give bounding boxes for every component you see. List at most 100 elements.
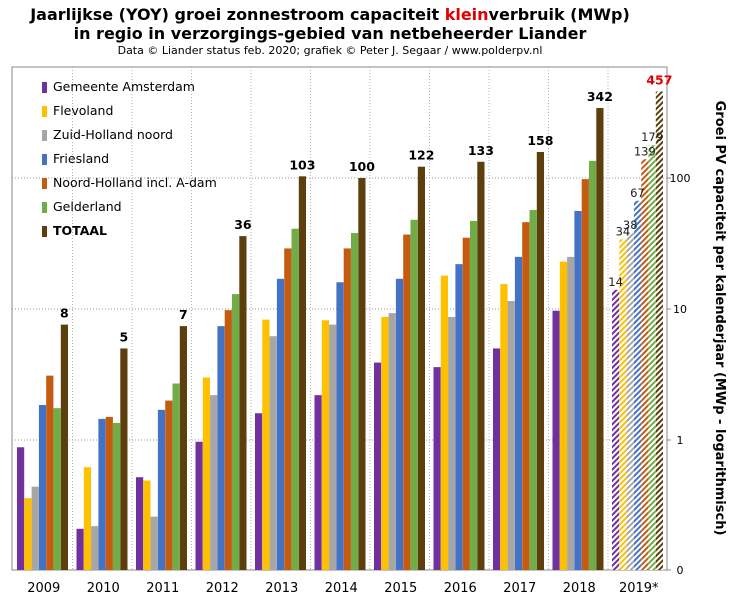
bar-zuid-holland-noord-2018 <box>567 256 575 570</box>
bar-totaal-2017 <box>536 151 544 570</box>
total-label: 7 <box>179 307 188 322</box>
title-segment: klein <box>445 5 489 24</box>
bar-friesland-2011 <box>157 409 166 570</box>
x-tick-label: 2009 <box>27 581 60 596</box>
bar-friesland-2009 <box>38 405 47 570</box>
total-label: 5 <box>120 329 129 344</box>
y-tick-label: 10 <box>673 303 687 316</box>
bar-flevoland-2011 <box>143 480 151 570</box>
legend-label: Noord-Holland incl. A-dam <box>53 175 217 190</box>
legend-swatch <box>42 178 47 189</box>
x-tick-label: 2011 <box>146 581 179 596</box>
estimate-label: 14 <box>608 275 623 289</box>
bar-gemeente-amsterdam-2017 <box>493 348 501 570</box>
bar-noord-holland-incl-a-dam-2009 <box>46 375 54 570</box>
bar-gemeente-amsterdam-2009 <box>17 447 25 570</box>
bar-gemeente-amsterdam-2016 <box>433 367 441 570</box>
bar-noord-holland-incl-a-dam-2014 <box>343 248 351 571</box>
x-tick-label: 2018 <box>563 581 596 596</box>
estimate-label: 34 <box>616 224 631 238</box>
bar-flevoland-2009 <box>24 498 32 570</box>
legend-swatch <box>42 106 47 117</box>
bar-gelderland-2015 <box>410 219 418 571</box>
x-tick-label: 2010 <box>87 581 120 596</box>
bar-flevoland-2010 <box>83 467 91 570</box>
legend: Gemeente Amsterdam Flevoland Zuid-Holland … <box>42 79 217 238</box>
bar-totaal-2012 <box>239 236 247 570</box>
total-label: 342 <box>587 89 613 104</box>
bar-gemeente-amsterdam-2011 <box>136 477 144 570</box>
bar-totaal-2015 <box>417 166 425 570</box>
legend-label: Gemeente Amsterdam <box>53 79 195 94</box>
total-label: 122 <box>408 148 434 163</box>
bar-friesland-2014 <box>336 282 344 570</box>
total-label: 158 <box>527 133 553 148</box>
bar-totaal-2016 <box>477 161 485 570</box>
bar-noord-holland-incl-a-dam-2010 <box>105 416 113 570</box>
bar-flevoland-2017 <box>500 284 508 570</box>
bar-zuid-holland-noord-2015 <box>388 313 396 570</box>
bar-noord-holland-incl-a-dam-2012 <box>224 310 232 570</box>
bar-gelderland-2010 <box>113 422 121 570</box>
total-label: 8 <box>60 306 69 321</box>
legend-label: Friesland <box>53 151 109 166</box>
bar-gemeente-amsterdam-2014 <box>314 395 322 570</box>
legend-label: Zuid-Holland noord <box>53 127 173 142</box>
bar-gelderland-2017 <box>529 209 537 570</box>
bar-totaal-2013 <box>298 176 306 570</box>
chart-subtitle: Data © Liander status feb. 2020; grafiek… <box>118 44 543 57</box>
bar-flevoland-2013 <box>262 319 270 570</box>
total-label: 133 <box>468 143 494 158</box>
bar-zuid-holland-noord-2009 <box>31 486 39 570</box>
y-tick-label: 100 <box>670 172 691 185</box>
bar-noord-holland-incl-a-dam-2017 <box>522 222 530 571</box>
bar-zuid-holland-noord-2016 <box>448 316 456 570</box>
x-axis-ticks: 2009 2010 2011 2012 2013 2014 2015 2016 2017 2018… <box>27 581 659 596</box>
legend-label: Gelderland <box>53 199 122 214</box>
bar-gemeente-amsterdam-2012 <box>195 441 203 570</box>
bar-gelderland-2019 <box>648 145 656 570</box>
legend-swatch <box>42 130 47 141</box>
bars <box>17 91 663 571</box>
bar-totaal-2009 <box>60 324 68 570</box>
bar-gemeente-amsterdam-2010 <box>76 528 84 570</box>
x-tick-label: 2015 <box>384 581 417 596</box>
x-tick-label: 2012 <box>206 581 239 596</box>
total-label: 103 <box>289 157 315 172</box>
bar-gelderland-2014 <box>351 233 359 571</box>
bar-noord-holland-incl-a-dam-2016 <box>462 237 470 570</box>
bar-flevoland-2019 <box>619 239 627 570</box>
x-tick-label: 2016 <box>444 581 477 596</box>
bar-friesland-2017 <box>514 256 523 570</box>
bar-zuid-holland-noord-2017 <box>507 301 515 570</box>
legend-swatch <box>42 154 47 165</box>
bar-gemeente-amsterdam-2019 <box>612 289 620 570</box>
bar-zuid-holland-noord-2012 <box>210 395 218 570</box>
bar-gemeente-amsterdam-2015 <box>374 362 382 570</box>
bar-gemeente-amsterdam-2013 <box>255 413 263 570</box>
bar-flevoland-2015 <box>381 316 389 570</box>
estimate-label: 179 <box>641 130 663 144</box>
bar-gelderland-2013 <box>291 228 299 570</box>
bar-gelderland-2016 <box>470 220 478 570</box>
bar-gelderland-2009 <box>53 408 61 570</box>
bar-flevoland-2012 <box>202 377 210 570</box>
chart-title-line1: Jaarlijkse (YOY) groei zonnestroom capac… <box>29 5 630 24</box>
x-tick-label: 2013 <box>265 581 298 596</box>
bar-zuid-holland-noord-2014 <box>329 324 337 570</box>
bar-friesland-2012 <box>217 326 225 570</box>
bar-flevoland-2016 <box>440 275 448 570</box>
bar-noord-holland-incl-a-dam-2019 <box>641 159 649 570</box>
y-axis-ticks: 0 1 10 100 <box>667 172 691 577</box>
x-tick-label: 2017 <box>503 581 536 596</box>
bar-gelderland-2011 <box>172 383 180 570</box>
bar-noord-holland-incl-a-dam-2011 <box>165 400 173 570</box>
x-tick-label: 2019* <box>619 581 659 596</box>
bar-gemeente-amsterdam-2018 <box>552 310 560 570</box>
legend-label: TOTAAL <box>53 223 107 238</box>
bar-noord-holland-incl-a-dam-2018 <box>581 179 589 570</box>
y-tick-label: 1 <box>677 434 684 447</box>
x-tick-label: 2014 <box>325 581 358 596</box>
total-label: 457 <box>646 73 672 88</box>
